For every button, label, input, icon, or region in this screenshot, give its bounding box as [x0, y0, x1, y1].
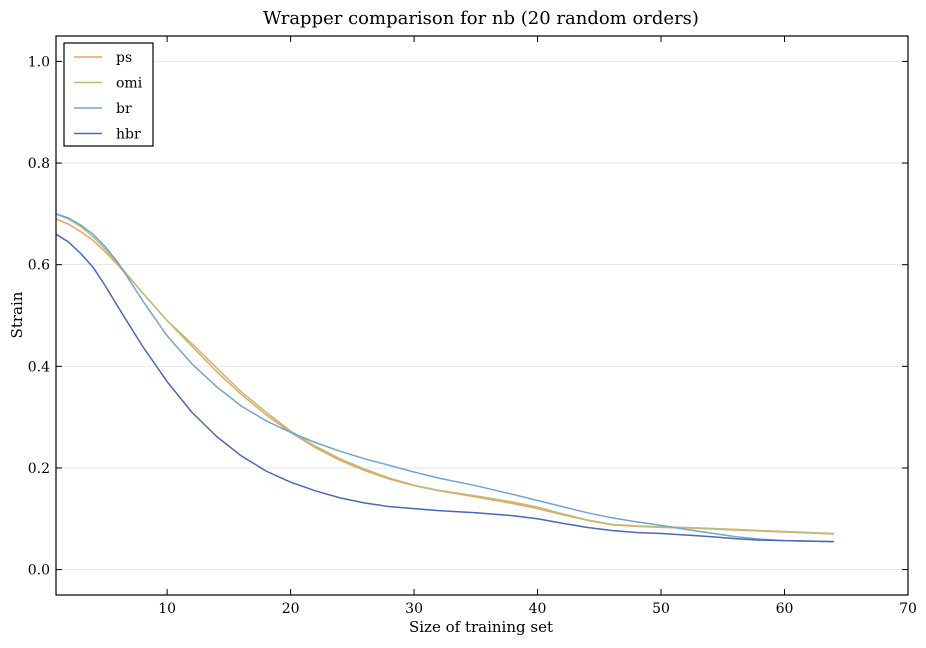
legend-label-ps: ps: [116, 50, 132, 66]
chart-title: Wrapper comparison for nb (20 random ord…: [263, 8, 699, 29]
series-layer: [55, 213, 834, 543]
plot-frame: [55, 35, 909, 596]
y-tick-label: 0.2: [28, 461, 50, 477]
x-axis-label: Size of training set: [409, 618, 553, 636]
legend-label-hbr: hbr: [116, 127, 141, 143]
y-axis-label: Strain: [8, 291, 26, 338]
y-tick-label: 0.0: [28, 563, 50, 579]
series-line-ps: [55, 218, 834, 535]
x-tick-label: 50: [652, 601, 670, 617]
legend-box: [63, 42, 154, 147]
legend-label-br: br: [116, 101, 132, 117]
y-tick-label: 1.0: [28, 54, 50, 70]
y-tick-label: 0.4: [28, 359, 50, 375]
y-tick-label: 0.8: [28, 156, 50, 172]
series-line-omi: [55, 213, 834, 535]
series-line-br: [55, 213, 834, 543]
x-tick-label: 60: [776, 601, 794, 617]
tick-layer: 0.0 0.2 0.4 0.6 0.8 1.0 10 20 30 40 50 60 70: [28, 36, 917, 617]
legend-label-omi: omi: [116, 76, 143, 92]
y-tick-label: 0.6: [28, 258, 50, 274]
series-line-hbr: [55, 233, 834, 543]
grid-layer: [56, 60, 908, 571]
x-tick-label: 30: [405, 601, 423, 617]
x-tick-label: 70: [899, 601, 917, 617]
x-tick-label: 10: [158, 601, 176, 617]
x-tick-label: 20: [282, 601, 300, 617]
legend-items: ps omi br hbr: [74, 50, 143, 143]
x-tick-label: 40: [529, 601, 547, 617]
legend: ps omi br hbr: [63, 42, 154, 147]
